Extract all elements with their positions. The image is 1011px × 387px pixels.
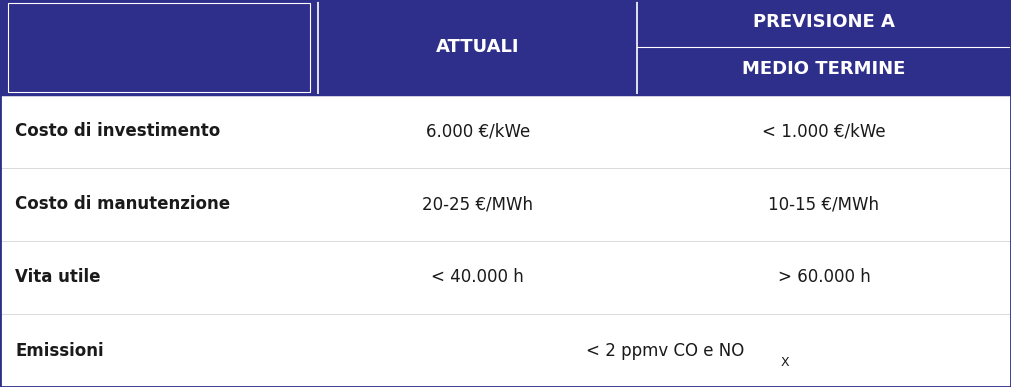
Text: 6.000 €/kWe: 6.000 €/kWe (426, 122, 530, 140)
Text: < 40.000 h: < 40.000 h (432, 269, 524, 286)
Text: MEDIO TERMINE: MEDIO TERMINE (742, 60, 906, 78)
Bar (0, 95, 1011, 387)
Text: X: X (780, 356, 790, 369)
Text: 20-25 €/MWh: 20-25 €/MWh (423, 195, 533, 213)
Text: < 1.000 €/kWe: < 1.000 €/kWe (762, 122, 886, 140)
Text: > 60.000 h: > 60.000 h (777, 269, 870, 286)
Bar (0, 0, 1011, 95)
Text: ATTUALI: ATTUALI (436, 38, 520, 57)
Text: Costo di manutenzione: Costo di manutenzione (15, 195, 231, 213)
Bar (8, 3, 310, 92)
Text: 10-15 €/MWh: 10-15 €/MWh (768, 195, 880, 213)
Text: Costo di investimento: Costo di investimento (15, 122, 220, 140)
Text: Vita utile: Vita utile (15, 269, 101, 286)
Text: Emissioni: Emissioni (15, 342, 104, 360)
Text: < 2 ppmv CO e NO: < 2 ppmv CO e NO (585, 342, 744, 360)
Text: PREVISIONE A: PREVISIONE A (753, 13, 895, 31)
